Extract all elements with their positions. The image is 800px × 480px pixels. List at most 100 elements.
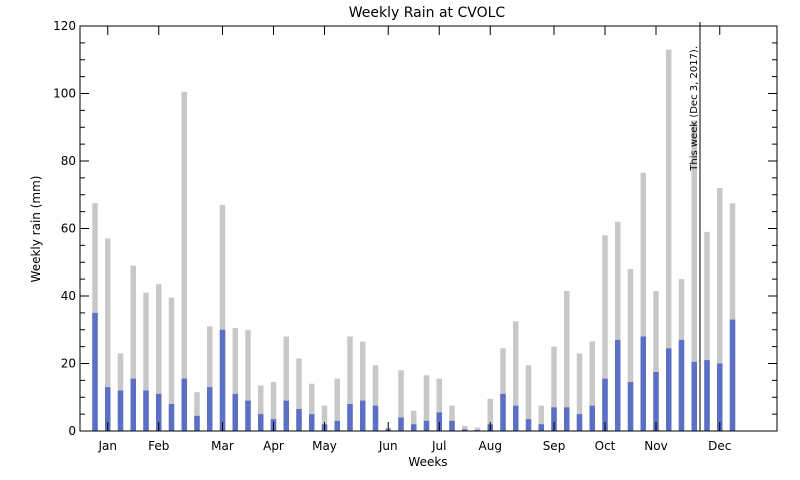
bar-foreground-32 (500, 393, 506, 432)
bar-background-27 (436, 378, 442, 431)
bar-background-45 (666, 49, 672, 432)
bar-foreground-21 (360, 400, 366, 432)
bar-background-34 (525, 365, 532, 431)
bar-background-47 (691, 120, 697, 431)
bar-background-30 (474, 427, 481, 432)
bar-background-29 (462, 425, 468, 431)
bar-foreground-9 (207, 387, 213, 432)
y-tick-label-120: 120 (53, 19, 76, 33)
bar-foreground-34 (525, 419, 532, 431)
bar-background-24 (398, 370, 404, 431)
bar-background-15 (283, 336, 289, 431)
x-tick-label-Jan: Jan (98, 439, 118, 453)
annotation-group: This week (Dec 3, 2017). (689, 22, 701, 431)
bar-background-4 (143, 292, 149, 432)
x-tick-label-Oct: Oct (595, 439, 616, 453)
bar-background-48 (704, 231, 710, 432)
y-tick-label-60: 60 (61, 222, 76, 236)
bar-foreground-27 (436, 412, 442, 431)
bar-foreground-47 (691, 361, 697, 431)
bar-background-5 (156, 284, 162, 431)
x-tick-label-Aug: Aug (479, 439, 502, 453)
bar-background-7 (181, 91, 187, 431)
bar-foreground-39 (589, 405, 595, 431)
bar-foreground-13 (258, 414, 264, 432)
bar-background-17 (309, 383, 315, 431)
x-tick-label-Feb: Feb (148, 439, 169, 453)
bar-background-36 (551, 346, 557, 432)
bar-foreground-36 (551, 407, 557, 432)
bar-foreground-37 (564, 407, 570, 432)
bar-background-14 (270, 382, 277, 431)
bar-foreground-29 (462, 429, 468, 431)
bar-foreground-19 (334, 420, 340, 432)
bar-foreground-12 (245, 400, 251, 432)
x-tick-label-Jul: Jul (431, 439, 446, 453)
bar-background-28 (449, 405, 455, 431)
bar-background-1 (105, 238, 111, 432)
x-tick-label-Sep: Sep (543, 439, 566, 453)
bar-foreground-15 (283, 400, 289, 432)
bar-foreground-35 (538, 424, 544, 431)
bar-foreground-1 (105, 387, 111, 432)
x-axis-label: Weeks (408, 455, 447, 469)
x-tick-label-Apr: Apr (263, 439, 284, 453)
bar-background-49 (717, 188, 723, 431)
bar-foreground-0 (92, 312, 98, 432)
bar-background-19 (334, 378, 340, 431)
bar-foreground-33 (513, 405, 519, 431)
bar-background-26 (423, 375, 430, 431)
bar-background-32 (500, 348, 506, 431)
bar-foreground-41 (615, 339, 621, 432)
bar-background-12 (245, 329, 251, 431)
bar-background-21 (360, 341, 366, 431)
bar-background-22 (372, 365, 379, 431)
bar-foreground-11 (232, 393, 238, 432)
bar-foreground-17 (309, 414, 315, 432)
bar-group (92, 49, 736, 432)
bar-background-31 (487, 398, 493, 431)
bar-foreground-49 (717, 363, 723, 431)
x-tick-label-May: May (312, 439, 337, 453)
y-tick-label-40: 40 (61, 289, 76, 303)
bar-foreground-22 (372, 405, 379, 431)
bar-foreground-30 (474, 429, 481, 431)
bar-background-41 (615, 221, 621, 431)
bar-background-44 (653, 290, 659, 431)
bar-background-6 (168, 297, 175, 431)
bar-foreground-42 (627, 382, 634, 431)
bar-background-3 (130, 265, 136, 432)
bar-foreground-43 (640, 336, 646, 431)
bar-background-8 (194, 392, 200, 431)
x-tick-label-Jun: Jun (378, 439, 398, 453)
bar-background-38 (576, 353, 583, 432)
bar-background-9 (207, 326, 213, 432)
x-tick-label-Nov: Nov (644, 439, 667, 453)
bar-foreground-20 (347, 404, 353, 431)
bar-foreground-10 (219, 329, 226, 431)
bar-foreground-46 (678, 339, 685, 432)
x-axis: Jan Feb Mar Apr May Jun Jul Aug Sep Oct Nov Dec (98, 26, 731, 453)
bar-foreground-16 (296, 409, 302, 431)
bar-foreground-5 (156, 393, 162, 432)
bar-background-18 (321, 405, 328, 431)
bar-foreground-28 (449, 420, 455, 432)
bar-background-13 (258, 385, 264, 431)
bar-background-35 (538, 405, 544, 431)
x-tick-label-Dec: Dec (708, 439, 731, 453)
x-tick-label-Mar: Mar (211, 439, 234, 453)
bar-background-16 (296, 358, 302, 431)
bar-foreground-25 (411, 424, 417, 431)
bar-foreground-4 (143, 390, 149, 431)
bar-background-25 (411, 410, 417, 431)
y-tick-label-80: 80 (61, 154, 76, 168)
bar-foreground-24 (398, 417, 404, 431)
bar-background-40 (602, 235, 608, 431)
chart-title: Weekly Rain at CVOLC (349, 5, 506, 21)
bar-foreground-8 (194, 415, 200, 431)
bar-foreground-6 (168, 404, 175, 431)
bar-foreground-50 (729, 319, 736, 432)
bar-foreground-7 (181, 378, 187, 431)
this-week-annotation: This week (Dec 3, 2017). (689, 46, 700, 172)
bar-background-11 (232, 328, 238, 431)
